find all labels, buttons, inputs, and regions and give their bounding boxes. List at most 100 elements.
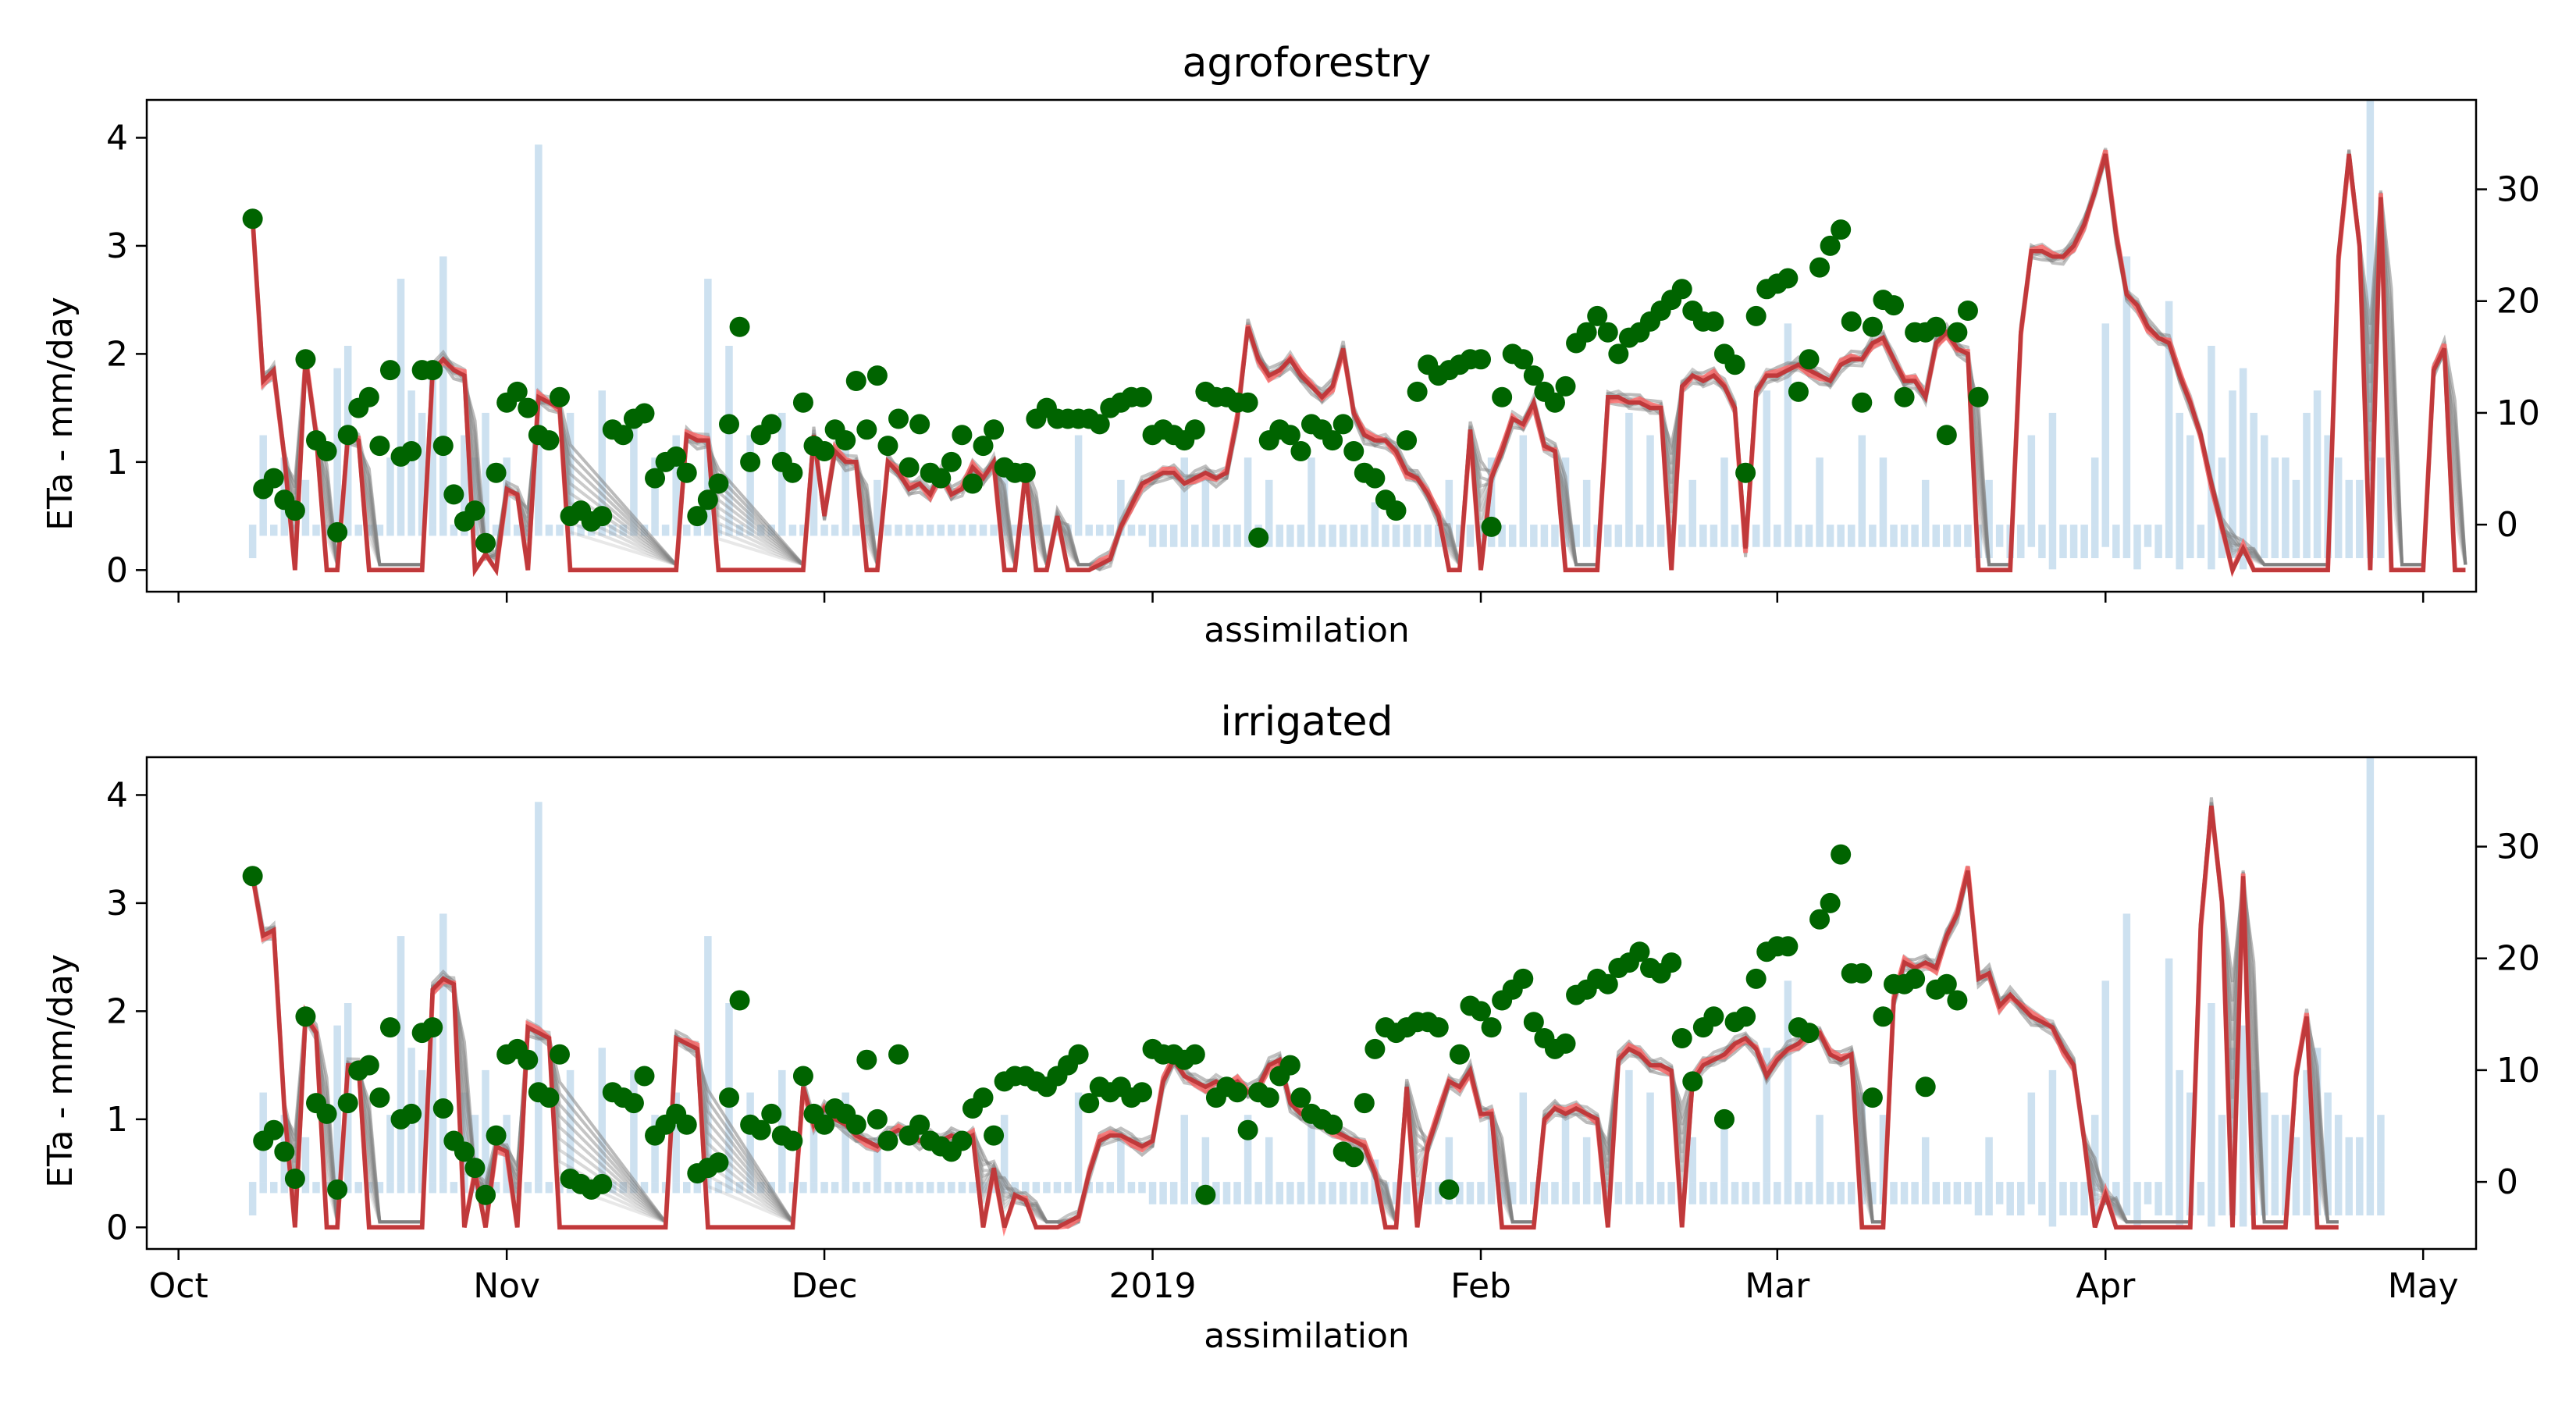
precip-bar [2292,479,2300,525]
negative-bar [2176,1182,2183,1227]
x-tick-label: Mar [1745,1266,1810,1306]
negative-bar [1953,525,1962,547]
y2-tick-label: 0 [2496,505,2518,545]
negative-bar [2027,525,2036,547]
observed-point [1597,322,1618,343]
precip-bar [418,1069,426,1183]
negative-bar [969,525,977,536]
precip-bar [2313,390,2322,525]
observed-point [316,441,337,461]
negative-bar [746,1182,754,1194]
negative-bar [1710,525,1718,547]
x-axis-label: assimilation [1204,1316,1410,1356]
negative-bar [556,525,564,536]
precip-bar [2292,1137,2300,1183]
observed-point [740,451,761,472]
negative-bar [1222,1182,1231,1204]
observed-point [877,436,898,457]
negative-bar [809,1182,818,1194]
observed-point [814,441,835,461]
negative-bar [1477,525,1485,547]
negative-bar [2250,525,2258,559]
negative-bar [895,1182,902,1194]
negative-bar [1159,525,1167,547]
y2-tick-label: 10 [2496,1051,2540,1091]
negative-bar [1022,1182,1030,1194]
negative-bar [2038,1182,2046,1216]
negative-bar [1784,1182,1792,1204]
observed-point [1131,386,1152,407]
negative-bar [1244,1182,1252,1204]
precip-bar [2324,1092,2332,1183]
observed-point [1894,386,1915,407]
observed-point [1428,1017,1449,1038]
observed-point [750,1119,771,1140]
negative-bar [1148,525,1157,547]
negative-bar [609,525,617,536]
observed-point [263,468,284,489]
precip-bar [2239,1025,2247,1183]
negative-bar [1572,525,1580,547]
negative-bar [301,525,310,536]
negative-bar [1339,1182,1347,1204]
negative-bar [2090,1182,2099,1216]
precip-bar [1582,1137,1591,1183]
precip-bar [535,144,543,525]
negative-bar [2356,525,2364,559]
y-tick-label: 1 [106,443,128,482]
negative-bar [1466,1182,1475,1204]
negative-bar [2303,525,2311,559]
observed-point [369,436,390,457]
negative-bar [280,525,289,536]
precip-bar [2048,1069,2057,1183]
negative-bar [2122,1182,2131,1216]
precip-bar [630,412,638,525]
precip-bar [2377,457,2385,525]
negative-bar [1413,1182,1421,1204]
observed-point [518,397,539,418]
observed-point [1523,365,1544,386]
negative-bar [524,1182,532,1194]
panel-irrigated: irrigated assimilation ETa - mm/day 0 1 2 3… [41,699,2540,1356]
negative-bar [1720,525,1728,547]
negative-bar [1837,525,1845,547]
precip-bar [2027,435,2036,525]
negative-bar [1795,1182,1802,1204]
precip-bar [2377,1115,2385,1183]
precip-bar [598,390,606,525]
negative-bar [2345,1182,2353,1216]
negative-bar [248,1182,257,1216]
observed-point [1555,375,1576,397]
negative-bar [1699,1182,1707,1204]
observed-point [1852,962,1873,984]
precip-bar [2260,435,2268,525]
observed-point [1905,968,1926,989]
observed-point [284,500,305,521]
negative-bar [1805,1182,1813,1204]
observed-point [454,1141,475,1162]
negative-bar [439,525,447,536]
observed-point [792,392,813,413]
negative-bar [2260,525,2268,559]
negative-bar [1519,525,1528,547]
negative-bar [1710,1182,1718,1204]
precip-bar [386,1115,394,1183]
negative-bar [1943,1182,1951,1204]
negative-bar [1540,525,1549,547]
observed-point [1841,311,1862,332]
negative-bar [979,1182,987,1194]
negative-bar [1551,525,1559,547]
negative-bar [259,525,267,536]
precip-bar [2165,958,2173,1183]
precip-bar [418,412,426,525]
negative-bar [248,525,257,559]
negative-bar [492,525,500,536]
precip-bar [2303,1069,2311,1183]
negative-bar [1424,525,1432,547]
negative-bar [2271,525,2279,559]
negative-bar [1000,525,1009,536]
negative-bar [1816,1182,1823,1204]
precip-bar [1308,1115,1315,1183]
y-tick-label: 2 [106,991,128,1031]
negative-bar [1890,525,1898,547]
